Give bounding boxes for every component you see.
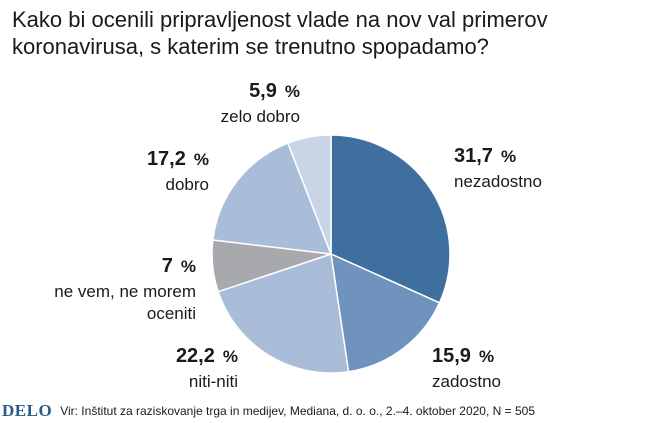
slice-value: 31,7 — [454, 145, 493, 167]
slice-value: 22,2 — [176, 345, 215, 367]
slice-unit: % — [181, 257, 196, 276]
slice-label-group: 31,7 % nezadostno — [454, 145, 542, 191]
slice-unit: % — [501, 147, 516, 166]
slice-value-label: 7% — [162, 255, 196, 277]
pie-labels: 31,7 % nezadostno 15,9 % zadostno 22,2 % niti-ni… — [54, 80, 542, 391]
source-note: Vir: Inštitut za raziskovanje trga in me… — [60, 403, 536, 418]
slice-label-group: 5,9 % zelo dobro — [221, 80, 300, 126]
slice-unit: % — [194, 150, 209, 169]
slice-value-label: 31,7% — [454, 145, 516, 167]
chart-title-line-2: koronavirusa, s katerim se trenutno spop… — [12, 34, 489, 59]
footer: DELO Vir: Inštitut za raziskovanje trga … — [0, 398, 660, 423]
slice-label-group: 22,2 % niti-niti — [176, 345, 238, 391]
slice-unit: % — [223, 347, 238, 366]
slice-label-group: 17,2 % dobro — [147, 148, 209, 194]
pie-chart: 31,7 % nezadostno 15,9 % zadostno 22,2 % niti-ni… — [54, 80, 542, 391]
pie-slice-dobro — [212, 142, 332, 255]
slice-unit: % — [285, 82, 300, 101]
slice-value-label: 15,9% — [432, 345, 494, 367]
slice-category-label: dobro — [166, 175, 209, 194]
slice-value: 5,9 — [249, 80, 277, 102]
slice-category-label: ne vem, ne morem — [54, 282, 196, 301]
slice-category-label: nezadostno — [454, 172, 542, 191]
slice-value: 17,2 — [147, 148, 186, 170]
pie-slice-zadostno — [330, 253, 441, 373]
slice-category-label: oceniti — [147, 304, 196, 323]
chart-title-line-1: Kako bi ocenili pripravljenost vlade na … — [12, 7, 548, 32]
pie-slices — [211, 134, 451, 374]
pie-slice-niti-niti — [217, 253, 350, 374]
slice-value: 7 — [162, 255, 173, 277]
slice-value-label: 22,2% — [176, 345, 238, 367]
slice-unit: % — [479, 347, 494, 366]
chart-title: Kako bi ocenili pripravljenost vlade na … — [12, 6, 652, 60]
brand-logo: DELO — [2, 400, 53, 420]
slice-category-label: niti-niti — [189, 372, 238, 391]
slice-value: 15,9 — [432, 345, 471, 367]
slice-category-label: zadostno — [432, 372, 501, 391]
pie-slice-nezadostno — [330, 134, 451, 304]
pie-slice-zelo-dobro — [287, 134, 332, 255]
slice-label-group: 15,9 % zadostno — [432, 345, 501, 391]
slice-label-group: 7 % ne vem, ne morem oceniti — [54, 255, 196, 323]
slice-value-label: 5,9% — [249, 80, 300, 102]
slice-value-label: 17,2% — [147, 148, 209, 170]
slice-category-label: zelo dobro — [221, 107, 300, 126]
